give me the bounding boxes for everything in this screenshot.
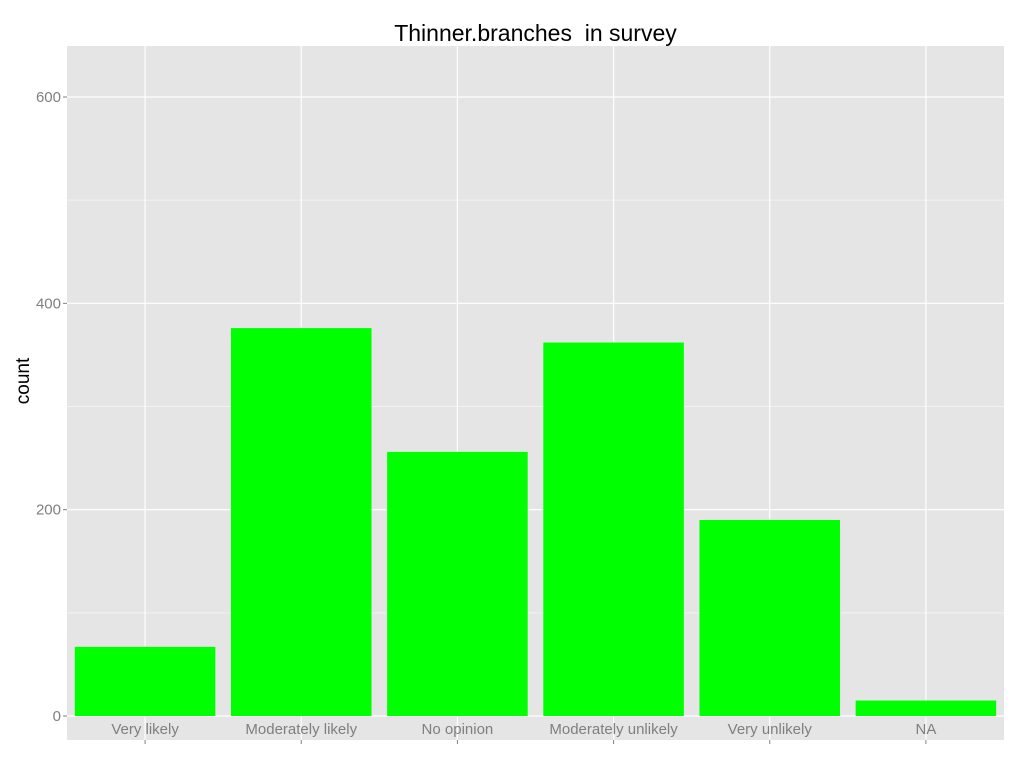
x-tick-label: Moderately unlikely <box>549 721 678 738</box>
y-tick-label: 200 <box>36 502 61 519</box>
y-axis: 0 200 400 600 <box>36 89 67 725</box>
y-tick-label: 400 <box>36 295 61 312</box>
y-tick-label: 0 <box>53 708 61 725</box>
x-tick-label: No opinion <box>422 721 494 738</box>
bar <box>74 646 216 716</box>
bar <box>543 342 684 716</box>
x-tick-label: NA <box>915 721 936 738</box>
chart-title: Thinner.branches in survey <box>394 20 677 46</box>
bar <box>855 700 997 716</box>
x-tick-label: Very unlikely <box>728 721 813 738</box>
bars <box>74 328 997 716</box>
x-tick-label: Very likely <box>111 721 179 738</box>
plot-panel <box>67 46 1004 740</box>
bar <box>230 328 372 716</box>
x-tick-label: Moderately likely <box>245 721 357 738</box>
bar <box>699 519 841 716</box>
y-axis-title: count <box>13 357 34 404</box>
minor-gridlines <box>67 199 1004 614</box>
y-tick-label: 600 <box>36 89 61 106</box>
x-axis: Very likely Moderately likely No opinion Mo… <box>111 721 936 744</box>
bar <box>387 451 528 716</box>
